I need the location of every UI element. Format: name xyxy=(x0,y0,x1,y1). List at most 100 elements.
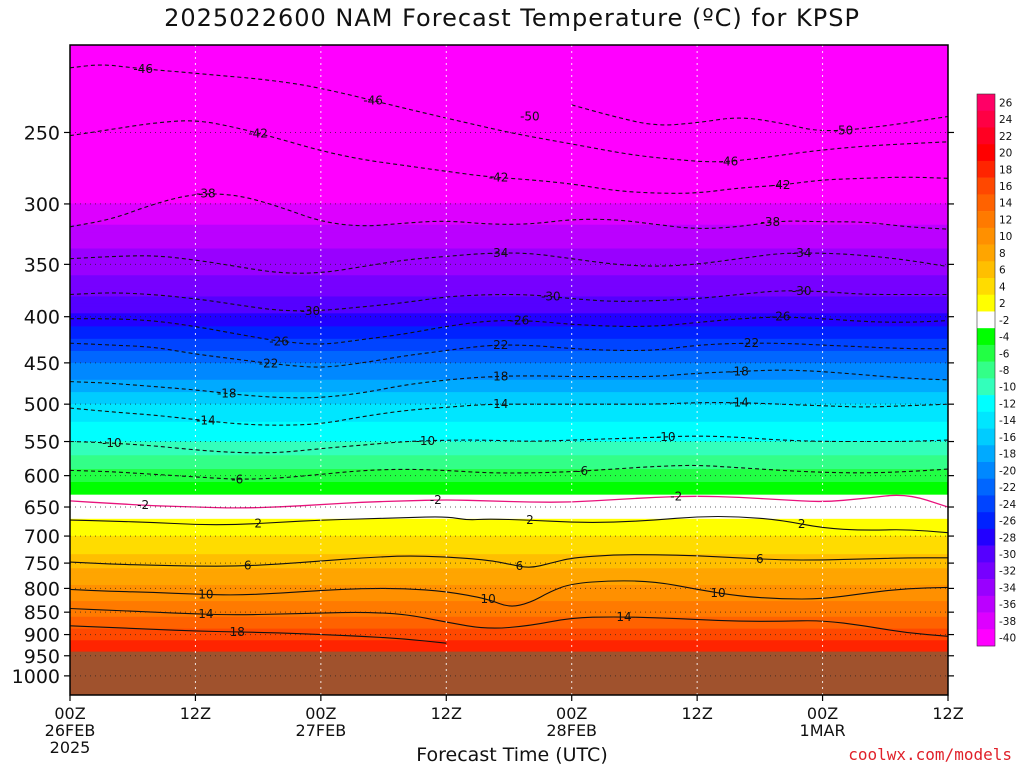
temperature-field xyxy=(70,45,948,653)
temperature-band xyxy=(70,196,948,205)
temperature-band xyxy=(70,503,948,508)
contour-line xyxy=(70,625,447,644)
temperature-band xyxy=(70,271,948,277)
contour-label: -22 xyxy=(740,336,760,350)
contour-label: -42 xyxy=(248,126,268,140)
contour-label: -50 xyxy=(520,109,540,123)
contour-label: -18 xyxy=(217,386,237,400)
legend-swatch xyxy=(977,445,995,463)
x-tick-label: 00Z xyxy=(807,704,838,723)
temperature-band xyxy=(70,103,948,119)
legend-label: 12 xyxy=(999,214,1012,226)
temperature-band xyxy=(70,367,948,373)
temperature-band xyxy=(70,117,948,134)
contour-label: 10 xyxy=(710,586,725,600)
temperature-band xyxy=(70,497,948,502)
y-axis: 2503003504004505005506006507007508008509… xyxy=(12,122,954,688)
temperature-band xyxy=(70,568,948,574)
legend-swatch xyxy=(977,579,995,597)
contour-line xyxy=(70,316,948,345)
legend-label: 18 xyxy=(999,164,1012,176)
temperature-band xyxy=(70,576,948,582)
contour-label: 18 xyxy=(230,625,245,639)
temperature-band xyxy=(70,485,948,490)
color-legend: 26 24 22 20 18 16 14 12 10 8 6 4 2 -2 -4 -6 -8 -10 -12 -14 -… xyxy=(976,93,1016,647)
contour-label: -46 xyxy=(133,62,153,76)
temperature-band xyxy=(70,256,948,266)
contour-line xyxy=(70,554,948,568)
y-tick-label: 700 xyxy=(24,526,60,548)
temperature-band xyxy=(70,446,948,452)
contour-line xyxy=(70,369,948,399)
legend-label: -4 xyxy=(999,332,1010,344)
x-tick-label: 12Z xyxy=(932,704,963,723)
temperature-band xyxy=(70,597,948,602)
contour-line xyxy=(70,435,948,454)
temperature-band xyxy=(70,589,948,595)
temperature-band xyxy=(70,547,948,552)
temperature-band xyxy=(70,216,948,226)
legend-label: 4 xyxy=(999,281,1006,293)
contour-label: -14 xyxy=(489,397,509,411)
ground-surface xyxy=(70,651,948,695)
temperature-band xyxy=(70,515,948,520)
contour-label: -38 xyxy=(761,215,781,229)
temperature-band xyxy=(70,421,948,428)
x-axis-label: Forecast Time (UTC) xyxy=(416,744,608,766)
contour-label: -46 xyxy=(363,94,383,108)
contour-label: -10 xyxy=(656,430,676,444)
contour-label: 14 xyxy=(616,610,631,624)
y-tick-label: 650 xyxy=(24,497,60,519)
temperature-band xyxy=(70,282,948,287)
site-credit: coolwx.com/models xyxy=(848,745,1012,764)
temperature-band xyxy=(70,203,948,211)
legend-label: -8 xyxy=(999,365,1009,377)
temperature-band xyxy=(70,612,948,618)
contour-line xyxy=(70,252,948,274)
contour-label: -14 xyxy=(196,414,216,428)
x-tick-label: 12Z xyxy=(681,704,712,723)
temperature-band xyxy=(70,637,948,642)
y-tick-label: 450 xyxy=(24,353,60,375)
y-tick-label: 250 xyxy=(24,122,60,144)
temperature-band xyxy=(70,475,948,480)
x-tick-label: 28FEB xyxy=(546,721,597,740)
temperature-band xyxy=(70,169,948,178)
y-tick-label: 400 xyxy=(24,307,60,329)
legend-label: 14 xyxy=(999,198,1013,210)
legend-label: 8 xyxy=(999,248,1006,260)
temperature-band xyxy=(70,648,948,653)
legend-swatch xyxy=(977,110,995,128)
contour-label: -34 xyxy=(792,246,812,260)
temperature-band xyxy=(70,296,948,301)
temperature-band xyxy=(70,593,948,598)
contour-label: -10 xyxy=(416,434,436,448)
legend-label: 20 xyxy=(999,148,1012,160)
temperature-band xyxy=(70,396,948,401)
contour-label: -30 xyxy=(541,290,561,304)
legend-label: -18 xyxy=(999,449,1016,461)
x-tick-label: 26FEB xyxy=(45,721,96,740)
x-tick-label: 00Z xyxy=(305,704,336,723)
x-tick-label: 00Z xyxy=(54,704,85,723)
contour-label: 10 xyxy=(480,592,495,606)
temperature-band xyxy=(70,524,948,530)
temperature-band xyxy=(70,500,948,505)
temperature-band xyxy=(70,323,948,328)
temperature-band xyxy=(70,557,948,563)
contour-label: 14 xyxy=(198,607,213,621)
contour-label: -30 xyxy=(301,304,321,318)
temperature-band xyxy=(70,643,948,647)
legend-swatch xyxy=(977,612,995,630)
temperature-band xyxy=(70,521,948,526)
temperature-band xyxy=(70,306,948,311)
legend-swatch xyxy=(977,244,995,262)
legend-swatch xyxy=(977,528,995,546)
temperature-band xyxy=(70,371,948,377)
temperature-band xyxy=(70,469,948,474)
x-tick-label: 1MAR xyxy=(800,721,846,740)
contour-label: 2 xyxy=(254,517,262,531)
x-tick-label: 12Z xyxy=(431,704,462,723)
temperature-band xyxy=(70,319,948,324)
legend-label: -28 xyxy=(999,532,1016,544)
